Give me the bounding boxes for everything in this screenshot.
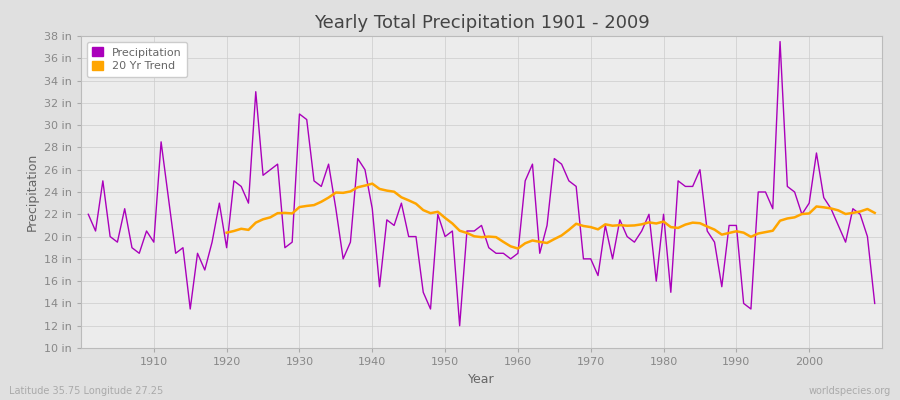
Text: Latitude 35.75 Longitude 27.25: Latitude 35.75 Longitude 27.25	[9, 386, 163, 396]
Legend: Precipitation, 20 Yr Trend: Precipitation, 20 Yr Trend	[86, 42, 187, 77]
Title: Yearly Total Precipitation 1901 - 2009: Yearly Total Precipitation 1901 - 2009	[313, 14, 650, 32]
Text: worldspecies.org: worldspecies.org	[809, 386, 891, 396]
Y-axis label: Precipitation: Precipitation	[25, 153, 39, 231]
X-axis label: Year: Year	[468, 372, 495, 386]
